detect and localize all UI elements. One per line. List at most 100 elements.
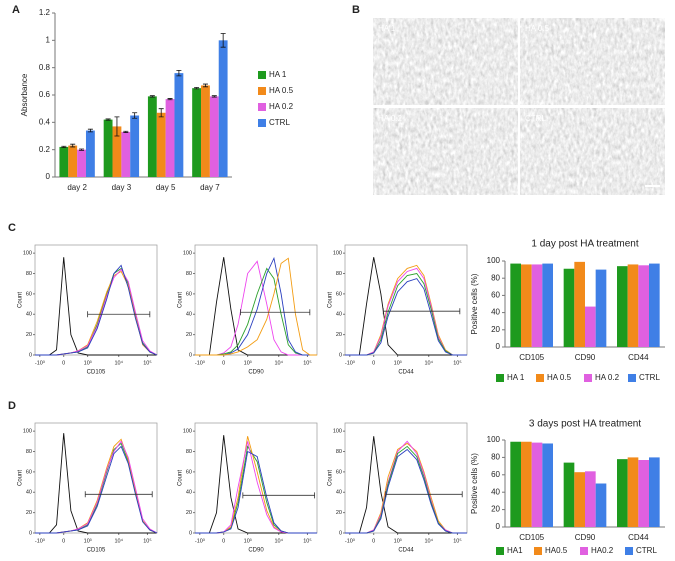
histogram-line <box>35 257 157 356</box>
error-bar <box>202 83 208 88</box>
bar <box>574 261 585 347</box>
legend-label: HA 0.2 <box>595 373 620 382</box>
legend-swatch <box>584 374 592 382</box>
x-tick-label: 10³ <box>244 360 252 366</box>
legend-swatch <box>536 374 544 382</box>
bar <box>521 264 532 347</box>
y-tick-label: 40 <box>336 312 342 318</box>
bar <box>638 460 649 527</box>
bar <box>510 441 521 527</box>
micrograph-label: HA 0.2 <box>378 114 403 123</box>
y-tick-label: 40 <box>336 490 342 496</box>
y-tick-label: 0.2 <box>39 145 51 154</box>
x-tick-label: -10³ <box>35 538 45 544</box>
micrograph <box>373 108 518 195</box>
y-axis-label: Count <box>178 470 184 486</box>
x-axis-label: CD90 <box>248 370 264 376</box>
histogram-line <box>345 448 467 534</box>
bar <box>574 472 585 527</box>
legend-label: HA 0.5 <box>269 86 294 95</box>
bar <box>209 96 219 177</box>
x-tick-label: 0 <box>62 360 65 366</box>
error-bar <box>87 128 93 133</box>
y-tick-label: 0 <box>339 352 342 358</box>
y-tick-label: 100 <box>333 429 342 435</box>
bar <box>638 265 649 347</box>
x-tick-label: 0 <box>372 538 375 544</box>
y-tick-label: 0 <box>496 522 501 531</box>
x-axis-label: CD105 <box>87 548 106 554</box>
y-tick-label: 20 <box>26 332 32 338</box>
y-axis-label: Count <box>178 292 184 308</box>
histogram-line <box>345 440 467 534</box>
y-tick-label: 0.8 <box>39 63 51 72</box>
x-tick-label: 10⁵ <box>143 537 151 544</box>
gate-ends <box>240 309 311 316</box>
histogram-line <box>195 445 317 534</box>
x-tick-label: 10⁵ <box>453 359 461 366</box>
gate-ends <box>385 491 463 498</box>
bar <box>147 96 157 177</box>
legend-swatch <box>496 374 504 382</box>
error-bar <box>211 95 217 98</box>
y-tick-label: 0 <box>339 530 342 536</box>
legend-swatch <box>258 87 266 95</box>
y-tick-label: 80 <box>26 271 32 277</box>
panel-letter: A <box>12 4 20 16</box>
micrograph <box>520 18 665 105</box>
y-tick-label: 100 <box>333 251 342 257</box>
histogram-line <box>345 267 467 356</box>
bar <box>112 126 122 177</box>
y-tick-label: 20 <box>186 510 192 516</box>
error-bar <box>167 98 173 101</box>
bar <box>585 471 596 527</box>
bar <box>563 462 575 527</box>
y-tick-label: 1.2 <box>39 8 51 17</box>
y-tick-label: 100 <box>23 429 32 435</box>
micrograph-label: HA 0.5 <box>525 24 550 33</box>
histogram-line <box>195 260 317 356</box>
error-bar <box>70 143 76 148</box>
error-bar <box>79 148 85 151</box>
bar <box>531 264 543 347</box>
y-tick-label: 40 <box>186 490 192 496</box>
x-tick-label: 10⁵ <box>453 537 461 544</box>
histogram-line <box>345 278 467 356</box>
y-axis-label: Absorbance <box>20 73 29 116</box>
legend-swatch <box>534 547 542 555</box>
y-tick-label: 60 <box>491 291 500 300</box>
y-axis-label: Count <box>18 470 24 486</box>
error-bar <box>176 70 182 77</box>
x-axis-label: CD44 <box>398 548 414 554</box>
histogram-line <box>35 267 158 356</box>
y-axis-label: Count <box>328 292 334 308</box>
histogram-line <box>35 445 158 534</box>
x-tick-label: CD105 <box>519 533 544 542</box>
y-tick-label: 100 <box>487 435 501 444</box>
gate-ends <box>84 491 153 498</box>
bar <box>542 263 553 347</box>
x-axis-label: CD44 <box>398 370 414 376</box>
y-tick-label: 20 <box>26 510 32 516</box>
legend-swatch <box>258 119 266 127</box>
legend-label: CTRL <box>636 546 657 555</box>
bar <box>130 115 140 177</box>
legend-swatch <box>628 374 636 382</box>
gate-ends <box>242 492 316 499</box>
x-tick-label: 0 <box>62 538 65 544</box>
bar <box>85 130 95 177</box>
histogram-line <box>195 267 317 356</box>
x-tick-label: 10⁴ <box>424 537 433 544</box>
bar <box>192 88 202 177</box>
bar <box>218 40 228 178</box>
bar <box>521 441 532 527</box>
y-tick-label: 80 <box>336 271 342 277</box>
legend-label: HA1 <box>507 546 523 555</box>
y-tick-label: 40 <box>26 312 32 318</box>
x-tick-label: -10³ <box>345 538 355 544</box>
legend-label: HA0.2 <box>591 546 614 555</box>
y-tick-label: 0.4 <box>39 117 51 126</box>
legend-swatch <box>496 547 504 555</box>
histogram-line <box>345 257 467 356</box>
error-bar <box>194 87 200 90</box>
